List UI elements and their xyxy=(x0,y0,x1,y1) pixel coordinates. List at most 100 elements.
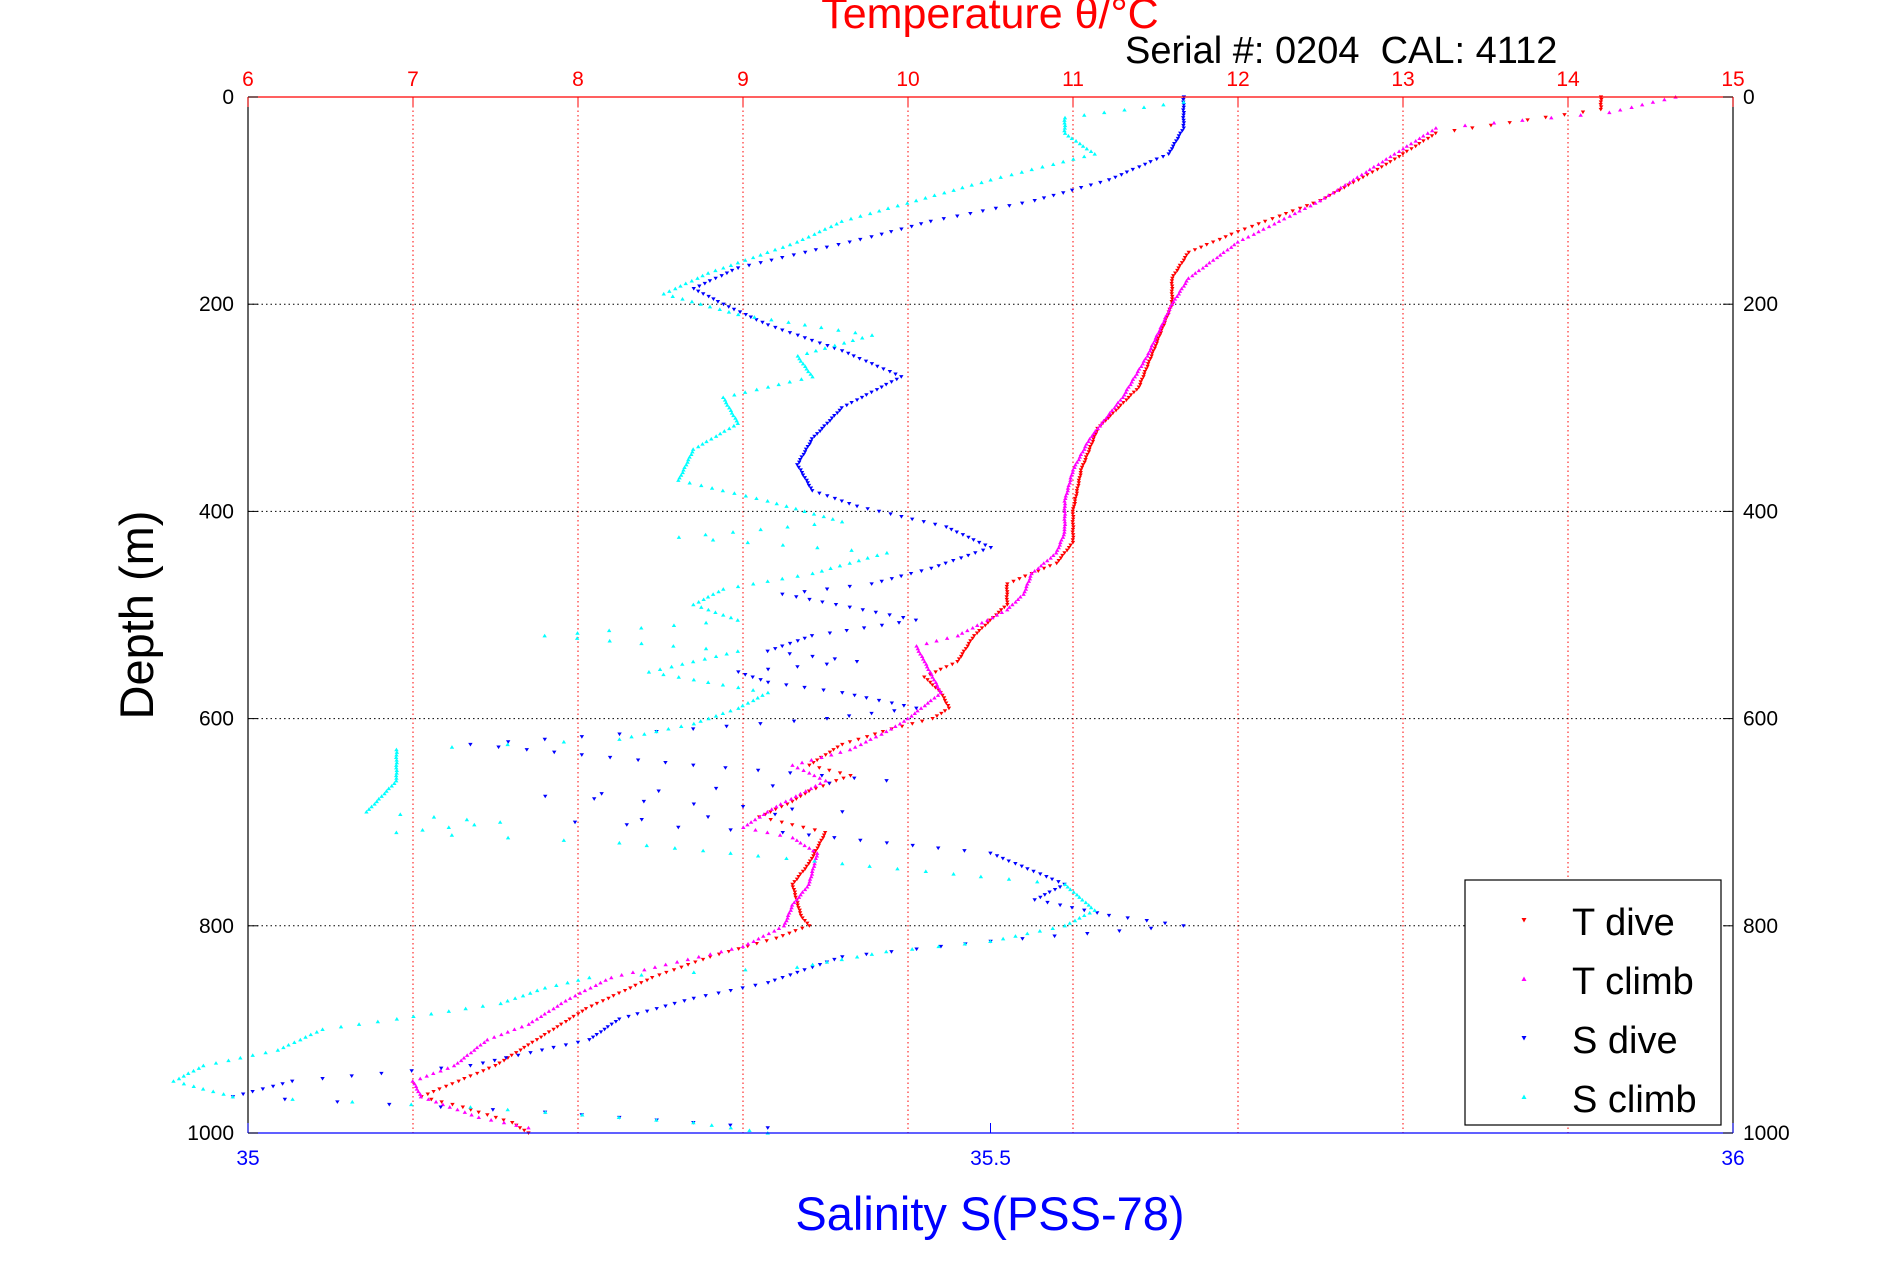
data-marker xyxy=(617,840,622,845)
data-marker xyxy=(1074,460,1080,464)
data-marker xyxy=(1346,183,1351,188)
data-marker xyxy=(745,822,750,827)
data-marker xyxy=(1040,164,1045,169)
data-marker xyxy=(1204,263,1209,267)
data-marker xyxy=(280,1082,285,1086)
data-marker xyxy=(1042,893,1048,897)
data-marker xyxy=(736,685,741,690)
data-marker xyxy=(575,978,581,982)
data-marker xyxy=(802,843,807,848)
data-marker xyxy=(518,1048,523,1053)
data-marker xyxy=(937,688,942,692)
data-marker xyxy=(895,866,900,871)
data-marker xyxy=(238,1055,243,1060)
data-marker xyxy=(930,683,935,687)
data-marker xyxy=(573,993,578,998)
data-marker xyxy=(1342,186,1347,190)
data-marker xyxy=(831,748,836,752)
data-marker xyxy=(685,963,691,967)
data-marker xyxy=(727,405,732,410)
data-marker xyxy=(909,947,915,951)
data-marker xyxy=(587,975,592,980)
data-marker xyxy=(451,1063,457,1068)
data-marker xyxy=(804,478,809,483)
data-marker xyxy=(611,994,616,998)
data-marker xyxy=(1092,434,1097,439)
data-marker xyxy=(928,669,933,674)
data-marker xyxy=(852,745,858,749)
data-marker xyxy=(1062,120,1067,125)
data-marker xyxy=(619,973,624,977)
data-marker xyxy=(1163,315,1168,319)
data-marker xyxy=(394,752,399,757)
data-marker xyxy=(713,434,719,438)
data-marker xyxy=(1164,312,1170,317)
data-marker xyxy=(1077,916,1082,920)
data-marker xyxy=(1108,413,1113,418)
data-marker xyxy=(672,846,678,850)
data-marker xyxy=(807,763,812,768)
data-marker xyxy=(1364,170,1369,174)
data-marker xyxy=(1370,170,1375,175)
data-marker xyxy=(1007,605,1012,609)
data-marker xyxy=(644,1009,650,1014)
data-marker xyxy=(795,765,800,770)
data-marker xyxy=(1151,349,1156,353)
data-marker xyxy=(1058,556,1064,561)
data-marker xyxy=(1076,483,1081,488)
data-marker xyxy=(1148,926,1154,931)
data-marker xyxy=(1106,413,1111,418)
data-marker xyxy=(806,483,812,488)
data-marker xyxy=(644,843,649,848)
data-marker xyxy=(1124,398,1129,403)
data-marker xyxy=(646,669,652,674)
data-marker xyxy=(713,714,719,718)
data-marker xyxy=(191,1084,196,1088)
data-marker xyxy=(1050,926,1055,930)
data-marker xyxy=(635,758,641,763)
data-marker xyxy=(1058,540,1063,545)
data-marker xyxy=(1062,519,1068,524)
data-marker xyxy=(924,641,929,646)
data-marker xyxy=(639,641,644,646)
data-marker xyxy=(667,289,672,293)
data-marker xyxy=(696,444,701,449)
data-marker xyxy=(1084,442,1089,446)
data-marker xyxy=(290,1079,295,1084)
data-marker xyxy=(1397,154,1402,159)
data-marker xyxy=(819,568,825,573)
data-marker xyxy=(1139,364,1144,368)
data-marker xyxy=(765,1126,770,1130)
data-marker xyxy=(505,1029,510,1034)
data-marker xyxy=(915,708,920,713)
legend-box xyxy=(1464,879,1722,1126)
data-marker xyxy=(701,597,706,602)
data-marker xyxy=(657,667,663,671)
data-marker xyxy=(1144,367,1149,371)
data-marker xyxy=(784,504,789,508)
data-marker xyxy=(1598,100,1604,104)
data-marker xyxy=(731,413,736,418)
data-marker xyxy=(1051,193,1056,198)
data-marker xyxy=(476,1115,481,1120)
data-marker xyxy=(832,343,837,348)
data-marker xyxy=(802,636,807,641)
data-marker xyxy=(686,457,691,462)
data-marker xyxy=(806,369,811,374)
data-marker xyxy=(798,458,803,462)
data-marker xyxy=(186,1071,191,1076)
data-marker xyxy=(1005,582,1010,586)
data-marker xyxy=(468,1105,473,1109)
data-marker xyxy=(1004,584,1010,589)
data-marker xyxy=(810,374,815,379)
data-marker xyxy=(740,703,745,708)
data-marker xyxy=(795,463,800,467)
data-marker xyxy=(1365,173,1370,177)
data-marker xyxy=(409,1102,414,1107)
data-marker xyxy=(303,1035,308,1039)
data-marker xyxy=(935,846,941,851)
data-marker xyxy=(792,890,798,895)
data-marker xyxy=(424,1074,429,1078)
data-marker xyxy=(1085,931,1090,936)
data-marker xyxy=(824,662,830,667)
